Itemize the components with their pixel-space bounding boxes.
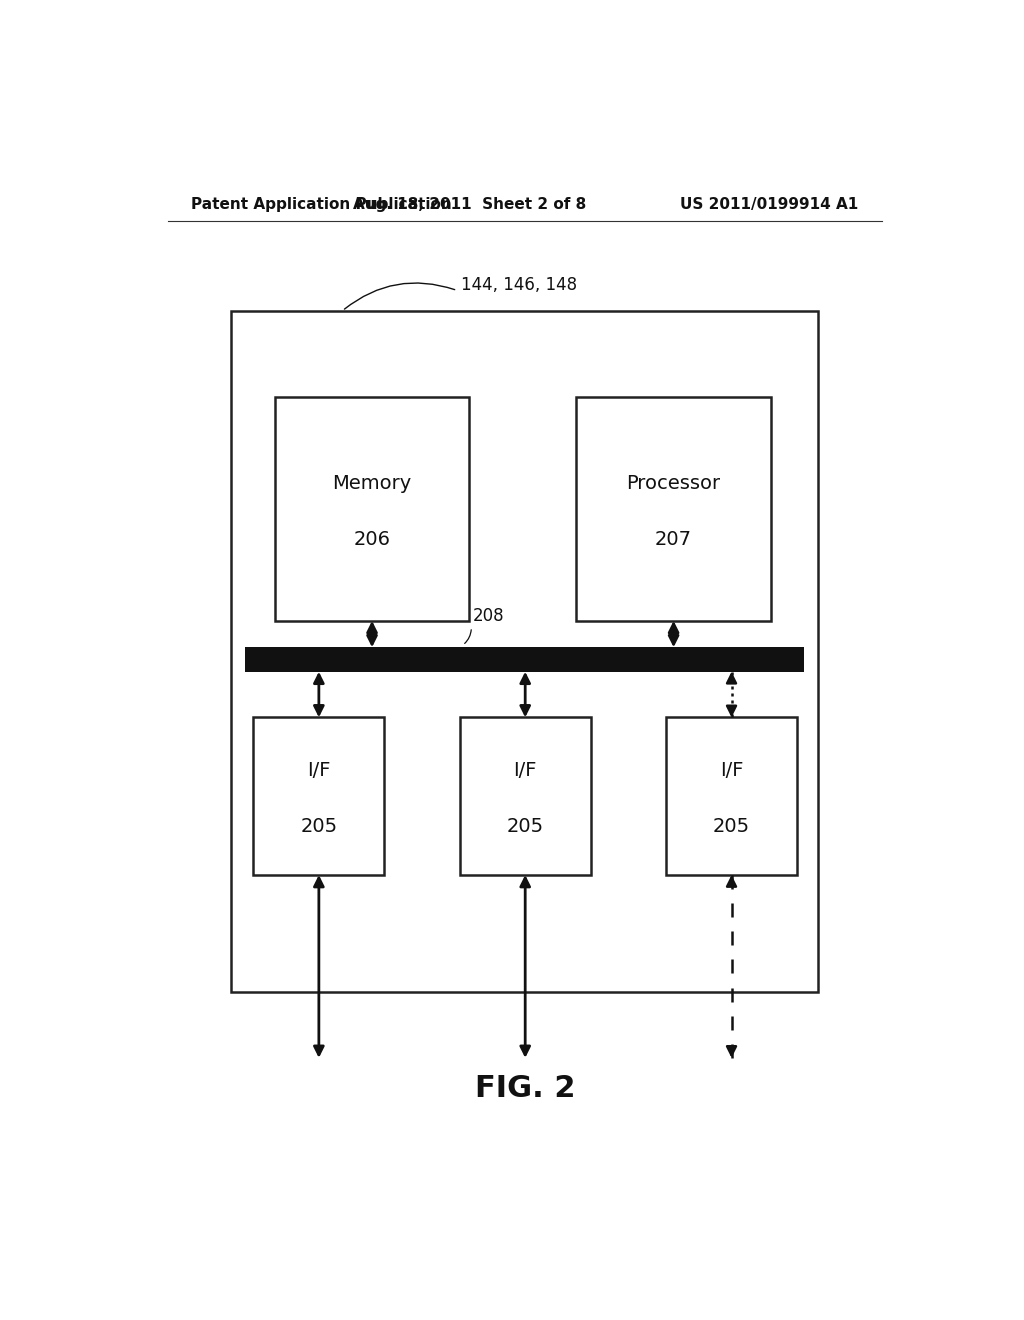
Text: I/F: I/F [720, 762, 743, 780]
Text: 208: 208 [473, 607, 505, 624]
Text: Aug. 18, 2011  Sheet 2 of 8: Aug. 18, 2011 Sheet 2 of 8 [352, 197, 586, 211]
Bar [231, 312, 818, 991]
Bar [577, 397, 771, 620]
Text: I/F: I/F [513, 762, 537, 780]
Bar [253, 718, 384, 875]
Text: 144, 146, 148: 144, 146, 148 [461, 276, 578, 294]
Text: 207: 207 [655, 531, 692, 549]
Text: 205: 205 [507, 817, 544, 836]
Text: FIG. 2: FIG. 2 [474, 1074, 575, 1104]
Bar [246, 647, 804, 672]
Text: Memory: Memory [333, 474, 412, 494]
Text: 206: 206 [353, 531, 390, 549]
Bar [460, 718, 591, 875]
Text: US 2011/0199914 A1: US 2011/0199914 A1 [680, 197, 858, 211]
Text: I/F: I/F [307, 762, 331, 780]
Text: 205: 205 [713, 817, 751, 836]
Bar [274, 397, 469, 620]
Bar [666, 718, 797, 875]
Text: 205: 205 [300, 817, 338, 836]
Text: Patent Application Publication: Patent Application Publication [191, 197, 453, 211]
Text: Processor: Processor [627, 474, 721, 494]
